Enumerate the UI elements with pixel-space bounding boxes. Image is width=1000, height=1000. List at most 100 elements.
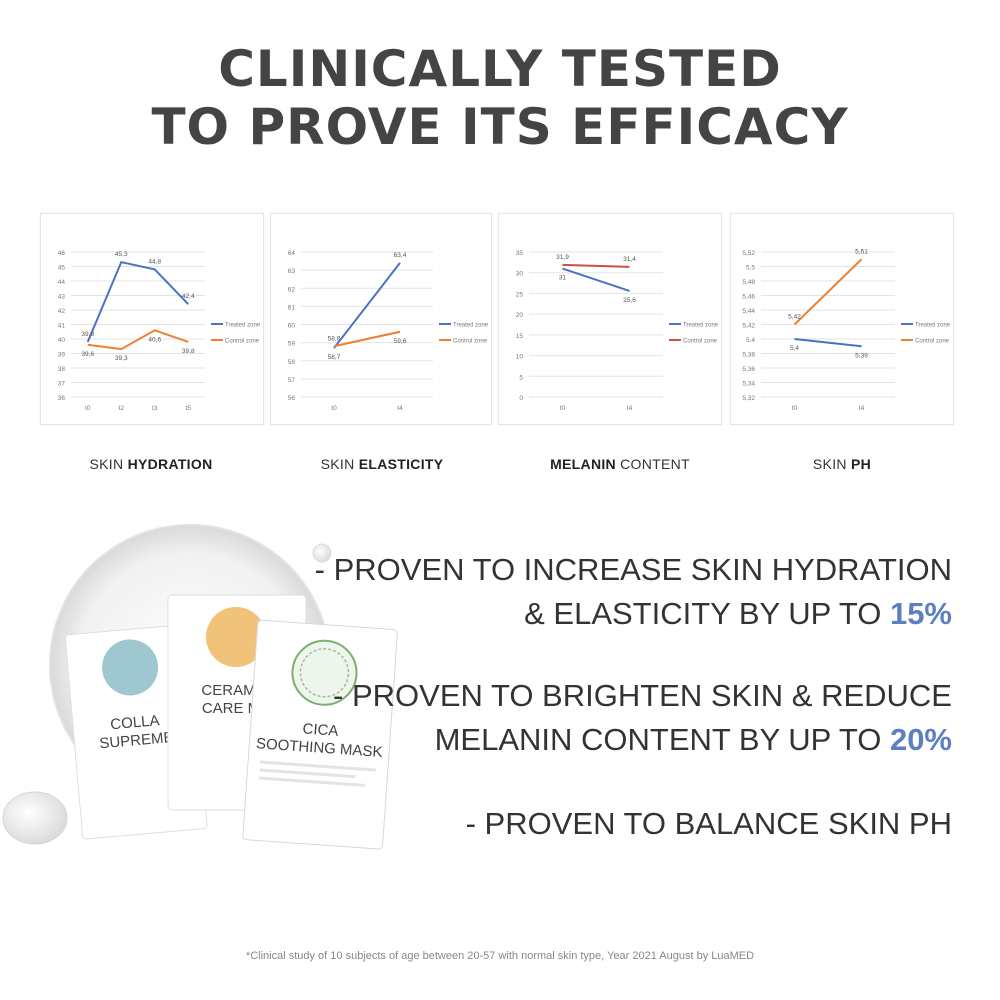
elasticity-x-tick: t4	[397, 405, 403, 412]
hydration-y-tick: 38	[58, 366, 66, 373]
elasticity-data-label: 59,6	[394, 338, 407, 345]
yellow-serum-drop-icon	[206, 607, 266, 667]
elasticity-series-line-control	[333, 330, 401, 348]
melanin-series-line-control	[562, 263, 630, 268]
hydration-data-label: 39,8	[81, 331, 94, 338]
chart-panel-ph: 5,32 5,34 5,36 5,38 5,4 5,42 5,44 5,46 5,48 5,5 5,…	[730, 213, 954, 425]
caption-hydration-bold: HYDRATION	[127, 456, 213, 472]
elasticity-y-tick: 63	[288, 268, 296, 275]
claim-hydration-line2: & ELASTICITY BY UP TO 15%	[312, 592, 952, 636]
melanin-y-tick: 5	[519, 374, 523, 381]
ph-series-line-treated	[794, 338, 862, 348]
ph-y-tick: 5,36	[742, 366, 755, 373]
melanin-legend-label: Control zone	[683, 339, 718, 345]
elasticity-y-tick: 58	[288, 359, 296, 366]
hydration-series-line-control	[87, 329, 189, 351]
claim-melanin: - PROVEN TO BRIGHTEN SKIN & REDUCE MELAN…	[312, 674, 952, 762]
hydration-data-label: 40,6	[148, 336, 161, 343]
melanin-y-tick: 35	[516, 250, 524, 257]
ph-y-tick: 5,38	[742, 352, 755, 359]
elasticity-y-tick: 62	[288, 286, 296, 293]
chart-panel-melanin: 0 5 10 15 20 25 30 35 t0 t4 31 25,6 Treated zone 31,9…	[498, 213, 722, 425]
headline-line-2: TO PROVE ITS EFFICACY	[151, 98, 849, 156]
ph-data-label: 5,42	[788, 314, 801, 321]
elasticity-y-tick: 60	[288, 323, 296, 330]
hydration-y-tick: 42	[58, 308, 66, 315]
ph-legend-label: Treated zone	[915, 323, 951, 329]
claim-ph-line1: - PROVEN TO BALANCE SKIN PH	[465, 806, 952, 841]
hydration-y-tick: 39	[58, 352, 66, 359]
ph-y-tick: 5,5	[746, 265, 755, 272]
elasticity-chart: 56 57 58 59 60 61 62 63 64 t0 t4 58,7 63,4 Treated zo…	[288, 250, 489, 412]
hydration-y-tick: 45	[58, 265, 66, 272]
ph-data-label: 5,51	[855, 248, 868, 255]
caption-hydration: SKIN HYDRATION	[41, 456, 261, 472]
headline: CLINICALLY TESTED TO PROVE ITS EFFICACY	[0, 40, 1000, 156]
elasticity-y-tick: 61	[288, 304, 296, 311]
hydration-data-label: 39,8	[182, 348, 195, 355]
ph-y-tick: 5,4	[746, 337, 755, 344]
hydration-data-label: 45,3	[115, 251, 128, 258]
caption-hydration-plain: SKIN	[89, 456, 128, 472]
water-drop-small	[312, 543, 332, 563]
elasticity-series-line-treated	[333, 262, 401, 349]
ph-x-tick: t0	[792, 405, 798, 412]
hydration-x-tick: t5	[186, 405, 192, 412]
hydration-series-line-treated	[86, 260, 189, 343]
water-drop-large	[2, 791, 68, 845]
footnote: *Clinical study of 10 subjects of age be…	[245, 950, 755, 962]
melanin-series-line-treated	[562, 267, 630, 292]
ph-y-tick: 5,48	[742, 279, 755, 286]
melanin-y-tick: 20	[516, 312, 524, 319]
melanin-data-label: 31,9	[556, 254, 569, 261]
melanin-chart: 0 5 10 15 20 25 30 35 t0 t4 31 25,6 Treated zone 31,9…	[516, 250, 719, 412]
elasticity-legend-label: Treated zone	[453, 323, 489, 329]
caption-ph-bold: PH	[851, 456, 872, 472]
melanin-y-tick: 15	[516, 333, 524, 340]
ph-data-label: 5,39	[855, 352, 868, 359]
melanin-x-tick: t0	[560, 405, 566, 412]
elasticity-legend-label: Control zone	[453, 339, 488, 345]
melanin-y-tick: 30	[516, 271, 524, 278]
claim-hydration-text: & ELASTICITY BY UP TO	[524, 596, 890, 631]
headline-line-1: CLINICALLY TESTED	[218, 40, 782, 98]
hydration-data-label: 44,8	[148, 258, 161, 265]
melanin-y-tick: 0	[519, 395, 523, 402]
elasticity-data-label: 63,4	[394, 252, 407, 259]
melanin-data-label: 31	[559, 275, 567, 282]
ph-y-tick: 5,32	[742, 395, 755, 402]
ph-y-tick: 5,44	[742, 308, 755, 315]
elasticity-data-label: 58,7	[328, 354, 341, 361]
claim-melanin-line2: MELANIN CONTENT BY UP TO 20%	[312, 718, 952, 762]
ph-chart: 5,32 5,34 5,36 5,38 5,4 5,42 5,44 5,46 5,48 5,5 5,…	[742, 248, 951, 412]
caption-ph-plain: SKIN	[812, 456, 851, 472]
elasticity-data-label: 58,8	[328, 335, 341, 342]
elasticity-y-tick: 64	[288, 250, 296, 257]
ph-x-tick: t4	[859, 405, 865, 412]
claim-hydration-percent: 15%	[889, 596, 952, 631]
hydration-x-tick: t2	[119, 405, 125, 412]
hydration-chart: 36 37 38 39 40 41 42 43 44 45 46 t0 t2 t3 t5 39,8 45,3 44…	[58, 250, 261, 412]
elasticity-y-tick: 57	[288, 377, 296, 384]
claim-hydration-line1: - PROVEN TO INCREASE SKIN HYDRATION	[314, 552, 952, 587]
ph-series-line-control	[793, 258, 863, 326]
caption-elasticity-plain: SKIN	[320, 456, 359, 472]
green-leaf-circle-icon	[291, 639, 358, 706]
claim-melanin-text: MELANIN CONTENT BY UP TO	[434, 722, 890, 757]
claim-hydration: - PROVEN TO INCREASE SKIN HYDRATION & EL…	[312, 548, 952, 636]
ph-legend-label: Control zone	[915, 339, 950, 345]
claim-melanin-percent: 20%	[889, 722, 952, 757]
ph-y-tick: 5,42	[742, 323, 755, 330]
hydration-y-tick: 46	[58, 250, 66, 257]
caption-melanin-after: CONTENT	[615, 456, 690, 472]
hydration-y-tick: 40	[58, 337, 66, 344]
hydration-legend-label: Control zone	[225, 339, 260, 345]
chart-panel-hydration: 36 37 38 39 40 41 42 43 44 45 46 t0 t2 t3 t5 39,8 45,3 44…	[40, 213, 264, 425]
hydration-legend-label: Treated zone	[225, 323, 261, 329]
hydration-x-tick: t3	[152, 405, 158, 412]
caption-melanin: MELANIN CONTENT	[510, 456, 730, 472]
hydration-y-tick: 41	[58, 323, 66, 330]
claim-ph: - PROVEN TO BALANCE SKIN PH	[312, 802, 952, 846]
elasticity-y-tick: 59	[288, 341, 296, 348]
mask-pack-cica: CICA SOOTHING MASK	[242, 619, 398, 850]
